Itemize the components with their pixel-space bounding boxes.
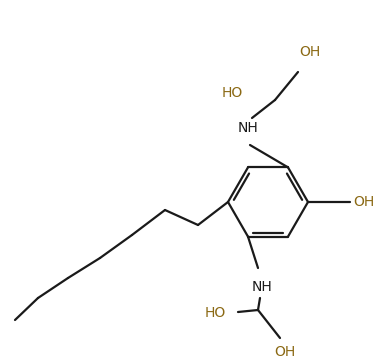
Text: NH: NH xyxy=(251,280,272,294)
Text: OH: OH xyxy=(274,345,296,359)
Text: NH: NH xyxy=(238,121,258,135)
Text: HO: HO xyxy=(205,306,226,320)
Text: OH: OH xyxy=(353,195,375,209)
Text: HO: HO xyxy=(222,86,243,100)
Text: OH: OH xyxy=(299,45,321,59)
